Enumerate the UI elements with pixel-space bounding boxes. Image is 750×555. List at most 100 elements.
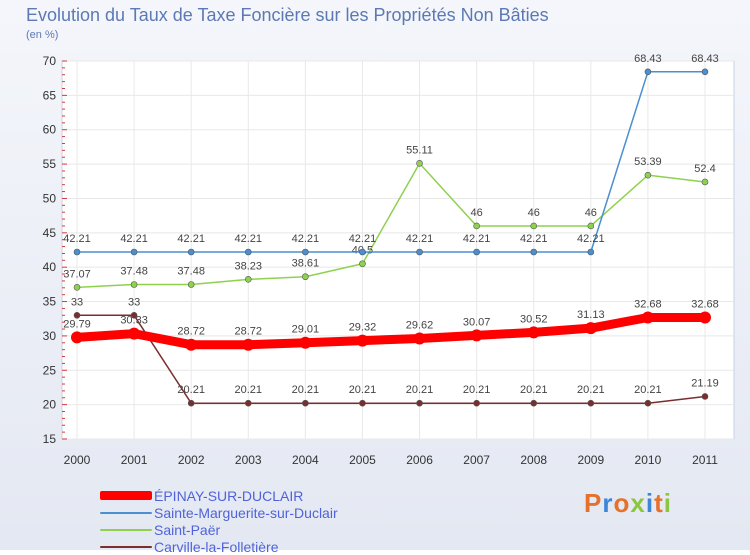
data-point-carville-la-folletiere — [359, 399, 366, 407]
data-label-epinay-sur-duclair: 28.72 — [177, 326, 205, 338]
data-point-sainte-marguerite-sur-duclair — [473, 248, 480, 256]
data-label-saint-paer: 38.23 — [235, 260, 263, 272]
x-tick-label: 2007 — [463, 453, 490, 467]
data-point-carville-la-folletiere — [130, 311, 138, 319]
data-point-carville-la-folletiere — [244, 399, 252, 407]
data-point-saint-paer — [587, 222, 595, 230]
data-label-epinay-sur-duclair: 30.52 — [520, 313, 548, 325]
data-label-saint-paer: 52.4 — [694, 163, 715, 175]
data-point-carville-la-folletiere — [416, 399, 423, 407]
data-point-epinay-sur-duclair — [128, 327, 141, 340]
series-line-sainte-marguerite-sur-duclair — [76, 71, 706, 253]
data-point-epinay-sur-duclair — [641, 311, 654, 324]
data-point-sainte-marguerite-sur-duclair — [587, 248, 595, 256]
data-label-sainte-marguerite-sur-duclair: 68.43 — [691, 53, 719, 65]
data-label-sainte-marguerite-sur-duclair: 42.21 — [463, 233, 491, 245]
data-label-carville-la-folletiere: 20.21 — [349, 384, 377, 396]
series-line-saint-paer — [76, 162, 706, 289]
x-tick-label: 2002 — [178, 453, 205, 467]
data-label-carville-la-folletiere: 20.21 — [463, 384, 491, 396]
y-tick-label: 60 — [43, 123, 57, 137]
data-point-carville-la-folletiere — [587, 399, 595, 407]
data-label-saint-paer: 37.07 — [63, 268, 91, 280]
data-point-saint-paer — [130, 281, 138, 288]
legend-label: Sainte-Marguerite-sur-Duclair — [154, 504, 338, 521]
y-tick-label: 15 — [43, 432, 57, 446]
data-label-epinay-sur-duclair: 32.68 — [691, 298, 719, 310]
legend: ÉPINAY-SUR-DUCLAIR Sainte-Marguerite-sur-… — [100, 487, 338, 555]
data-label-sainte-marguerite-sur-duclair: 42.21 — [177, 233, 205, 245]
x-tick-label: 2003 — [235, 453, 262, 467]
x-tick-label: 2009 — [577, 453, 604, 467]
x-tick-label: 2006 — [406, 453, 433, 467]
data-point-carville-la-folletiere — [187, 399, 195, 407]
data-label-saint-paer: 37.48 — [177, 266, 205, 278]
legend-label: Saint-Paër — [154, 521, 221, 538]
data-label-carville-la-folletiere: 20.21 — [520, 384, 548, 396]
data-label-saint-paer: 46 — [471, 207, 483, 219]
y-tick-label: 25 — [43, 363, 57, 377]
data-point-epinay-sur-duclair — [527, 326, 540, 339]
data-point-sainte-marguerite-sur-duclair — [416, 248, 423, 256]
data-point-saint-paer — [701, 178, 709, 186]
data-point-epinay-sur-duclair — [71, 331, 83, 344]
data-point-sainte-marguerite-sur-duclair — [530, 248, 538, 256]
y-tick-label: 50 — [43, 191, 57, 205]
data-point-sainte-marguerite-sur-duclair — [130, 248, 138, 256]
data-point-epinay-sur-duclair — [584, 322, 597, 335]
data-label-saint-paer: 46 — [585, 207, 597, 219]
data-point-epinay-sur-duclair — [185, 338, 198, 351]
y-tick-label: 30 — [43, 329, 57, 343]
data-label-sainte-marguerite-sur-duclair: 42.21 — [406, 233, 434, 245]
legend-item-sainte-marguerite-sur-duclair: Sainte-Marguerite-sur-Duclair — [100, 504, 338, 521]
x-tick-label: 2008 — [520, 453, 547, 467]
x-tick-label: 2004 — [292, 453, 319, 467]
data-point-saint-paer — [187, 281, 195, 288]
data-label-carville-la-folletiere: 33 — [71, 296, 83, 308]
data-label-carville-la-folletiere: 21.19 — [691, 377, 719, 389]
data-label-epinay-sur-duclair: 30.33 — [120, 315, 148, 327]
data-point-carville-la-folletiere — [302, 399, 309, 407]
data-label-sainte-marguerite-sur-duclair: 42.21 — [349, 233, 377, 245]
y-unit-label: (en %) — [26, 29, 59, 41]
legend-label: Carville-la-Folletière — [154, 538, 279, 555]
x-tick-label: 2005 — [349, 453, 376, 467]
data-point-saint-paer — [302, 273, 309, 281]
data-label-epinay-sur-duclair: 29.79 — [63, 318, 91, 330]
legend-item-epinay-sur-duclair: ÉPINAY-SUR-DUCLAIR — [100, 487, 338, 504]
data-point-epinay-sur-duclair — [242, 338, 255, 351]
data-label-sainte-marguerite-sur-duclair: 42.21 — [235, 233, 263, 245]
data-label-sainte-marguerite-sur-duclair: 42.21 — [577, 233, 605, 245]
data-point-carville-la-folletiere — [644, 399, 652, 407]
data-label-sainte-marguerite-sur-duclair: 42.21 — [63, 233, 91, 245]
data-point-saint-paer — [73, 284, 81, 291]
legend-swatch — [100, 511, 152, 514]
data-point-epinay-sur-duclair — [356, 334, 369, 347]
data-label-carville-la-folletiere: 20.21 — [634, 384, 662, 396]
data-label-sainte-marguerite-sur-duclair: 42.21 — [120, 233, 148, 245]
data-point-saint-paer — [416, 160, 423, 167]
y-tick-label: 40 — [43, 260, 57, 274]
data-point-sainte-marguerite-sur-duclair — [644, 68, 652, 76]
legend-label: ÉPINAY-SUR-DUCLAIR — [154, 487, 304, 504]
data-point-sainte-marguerite-sur-duclair — [701, 68, 709, 76]
data-point-saint-paer — [359, 260, 366, 268]
data-label-saint-paer: 46 — [528, 207, 540, 219]
data-point-carville-la-folletiere — [530, 399, 538, 407]
legend-swatch — [100, 528, 152, 531]
data-point-epinay-sur-duclair — [470, 329, 483, 342]
data-point-carville-la-folletiere — [701, 393, 709, 400]
y-tick-label: 65 — [43, 88, 57, 102]
data-label-sainte-marguerite-sur-duclair: 42.21 — [520, 233, 548, 245]
data-label-sainte-marguerite-sur-duclair: 68.43 — [634, 53, 662, 65]
data-point-saint-paer — [473, 222, 480, 230]
series-line-carville-la-folletiere — [76, 314, 706, 404]
data-point-epinay-sur-duclair — [413, 332, 426, 345]
data-point-epinay-sur-duclair — [699, 311, 711, 324]
data-label-epinay-sur-duclair: 30.07 — [463, 316, 491, 328]
data-label-epinay-sur-duclair: 31.13 — [577, 309, 605, 321]
data-point-sainte-marguerite-sur-duclair — [244, 248, 252, 256]
series-line-epinay-sur-duclair — [72, 312, 710, 350]
